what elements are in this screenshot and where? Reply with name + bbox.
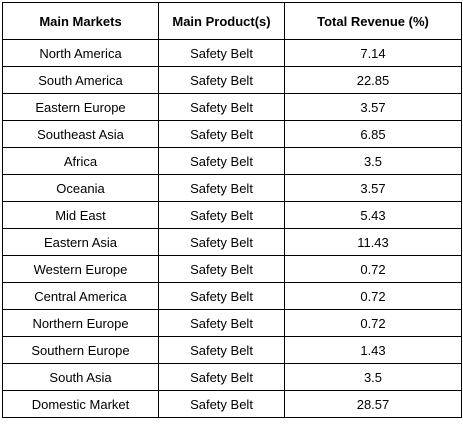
revenue-cell: 0.72: [284, 282, 462, 310]
table-row: Eastern Asia Safety Belt 11.43: [2, 228, 462, 256]
table-row: North America Safety Belt 7.14: [2, 39, 462, 67]
market-cell: South Asia: [2, 363, 159, 391]
table-row: Eastern Europe Safety Belt 3.57: [2, 93, 462, 121]
product-cell: Safety Belt: [158, 147, 285, 175]
revenue-cell: 11.43: [284, 228, 462, 256]
market-cell: Domestic Market: [2, 390, 159, 418]
table-row: South America Safety Belt 22.85: [2, 66, 462, 94]
product-cell: Safety Belt: [158, 93, 285, 121]
market-cell: Africa: [2, 147, 159, 175]
revenue-cell: 28.57: [284, 390, 462, 418]
revenue-cell: 0.72: [284, 255, 462, 283]
product-cell: Safety Belt: [158, 174, 285, 202]
header-row: Main Markets Main Product(s) Total Reven…: [2, 2, 462, 40]
product-cell: Safety Belt: [158, 282, 285, 310]
market-cell: Central America: [2, 282, 159, 310]
market-cell: Southeast Asia: [2, 120, 159, 148]
table-row: Western Europe Safety Belt 0.72: [2, 255, 462, 283]
market-cell: Mid East: [2, 201, 159, 229]
table-body: North America Safety Belt 7.14 South Americ…: [2, 39, 462, 418]
revenue-cell: 3.57: [284, 93, 462, 121]
market-cell: Eastern Europe: [2, 93, 159, 121]
header-main-products: Main Product(s): [158, 2, 285, 40]
revenue-cell: 22.85: [284, 66, 462, 94]
revenue-cell: 1.43: [284, 336, 462, 364]
revenue-cell: 3.5: [284, 363, 462, 391]
product-cell: Safety Belt: [158, 363, 285, 391]
revenue-cell: 3.5: [284, 147, 462, 175]
product-cell: Safety Belt: [158, 201, 285, 229]
market-cell: North America: [2, 39, 159, 67]
table-row: Mid East Safety Belt 5.43: [2, 201, 462, 229]
product-cell: Safety Belt: [158, 309, 285, 337]
product-cell: Safety Belt: [158, 255, 285, 283]
product-cell: Safety Belt: [158, 39, 285, 67]
market-cell: Western Europe: [2, 255, 159, 283]
table-row: Southern Europe Safety Belt 1.43: [2, 336, 462, 364]
revenue-cell: 5.43: [284, 201, 462, 229]
revenue-cell: 7.14: [284, 39, 462, 67]
markets-revenue-table: Main Markets Main Product(s) Total Reven…: [2, 2, 462, 418]
table-row: Central America Safety Belt 0.72: [2, 282, 462, 310]
header-main-markets: Main Markets: [2, 2, 159, 40]
revenue-cell: 0.72: [284, 309, 462, 337]
market-cell: Oceania: [2, 174, 159, 202]
product-cell: Safety Belt: [158, 228, 285, 256]
table-row: Domestic Market Safety Belt 28.57: [2, 390, 462, 418]
table-row: Oceania Safety Belt 3.57: [2, 174, 462, 202]
table-row: South Asia Safety Belt 3.5: [2, 363, 462, 391]
market-cell: Northern Europe: [2, 309, 159, 337]
product-cell: Safety Belt: [158, 390, 285, 418]
product-cell: Safety Belt: [158, 336, 285, 364]
revenue-cell: 3.57: [284, 174, 462, 202]
market-cell: Eastern Asia: [2, 228, 159, 256]
market-cell: Southern Europe: [2, 336, 159, 364]
revenue-cell: 6.85: [284, 120, 462, 148]
table-row: Northern Europe Safety Belt 0.72: [2, 309, 462, 337]
table-header: Main Markets Main Product(s) Total Reven…: [2, 2, 462, 40]
product-cell: Safety Belt: [158, 66, 285, 94]
table-row: Africa Safety Belt 3.5: [2, 147, 462, 175]
table-row: Southeast Asia Safety Belt 6.85: [2, 120, 462, 148]
product-cell: Safety Belt: [158, 120, 285, 148]
market-cell: South America: [2, 66, 159, 94]
header-total-revenue: Total Revenue (%): [284, 2, 462, 40]
